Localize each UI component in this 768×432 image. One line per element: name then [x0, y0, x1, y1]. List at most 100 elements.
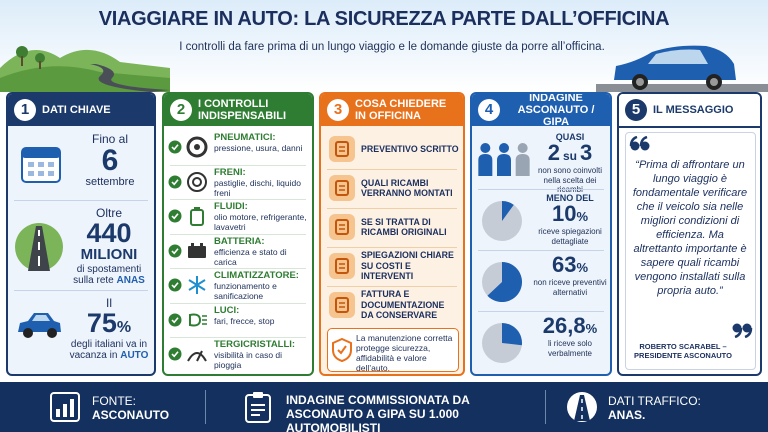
separator	[170, 199, 306, 200]
panel-number: 1	[14, 99, 36, 121]
car-illustration	[596, 45, 768, 92]
clipboard-icon	[245, 392, 271, 423]
road-icon	[567, 392, 597, 422]
panel-title: INDAGINE ASCONAUTO / GIPA	[517, 92, 595, 128]
separator	[170, 268, 306, 269]
check-icon	[168, 313, 182, 326]
car-icon	[18, 313, 61, 338]
survey-figure: 63%	[532, 254, 608, 276]
quote-text: “Prima di affrontare un lungo viaggio è …	[632, 159, 748, 297]
panel-header: 4 INDAGINE ASCONAUTO / GIPA	[472, 92, 610, 128]
survey-prefix: QUASI	[555, 132, 585, 142]
person-body	[515, 154, 530, 176]
pie-slice	[502, 323, 522, 346]
check-item: TERGICRISTALLI: visibilità in caso di pio…	[214, 339, 310, 370]
key-item: Il 75% degli italiani va in vacanza in A…	[66, 296, 152, 361]
survey-text: li riceve solo verbalmente	[547, 339, 593, 358]
question-text: PREVENTIVO SCRITTO	[361, 143, 459, 154]
check-item-icon	[190, 207, 204, 226]
check-item: PNEUMATICI: pressione, usura, danni	[214, 132, 310, 153]
check-icon	[168, 244, 182, 257]
survey-item: 63% non riceve preventivi alternativi	[532, 254, 608, 297]
question-text: SE SI TRATTA DI RICAMBI ORIGINALI	[361, 216, 447, 238]
person-body	[497, 154, 511, 176]
check-item-icon	[186, 136, 208, 158]
pie-slice	[502, 201, 514, 221]
check-item: LUCI: fari, frecce, stop	[214, 305, 310, 326]
panel-title: COSA CHIEDERE IN OFFICINA	[355, 98, 447, 122]
footer-text: INDAGINE COMMISSIONATA DA ASCONAUTO A GI…	[286, 393, 470, 432]
check-icon	[168, 140, 182, 154]
message-panel: 5 IL MESSAGGIO “Prima di affrontare un l…	[617, 92, 762, 376]
footer-label: DATI TRAFFICO:	[608, 394, 701, 408]
panel-title: IL MESSAGGIO	[653, 104, 734, 116]
check-icon	[168, 278, 182, 292]
item-after: settembre	[85, 176, 135, 188]
check-item: BATTERIA: efficienza e stato di carica	[214, 236, 310, 267]
item-value: 440	[86, 218, 132, 248]
panel-title: DATI CHIAVE	[42, 104, 111, 116]
panel-header: 2 I CONTROLLI INDISPENSABILI	[164, 94, 312, 126]
separator	[170, 302, 306, 304]
check-name: BATTERIA:	[214, 235, 265, 247]
item-unit: MILIONI	[80, 246, 138, 263]
check-name: FLUIDI:	[214, 201, 248, 212]
footer-text: ASCONAUTO	[92, 408, 170, 422]
key-item: Oltre 440 MILIONI di spostamenti sulla r…	[66, 206, 152, 286]
item-after: degli italiani va in vacanza in	[69, 339, 148, 361]
footer-item: DATI TRAFFICO: ANAS.	[608, 394, 701, 422]
separator	[170, 337, 306, 338]
separator	[170, 233, 306, 235]
item-value: 75	[86, 308, 117, 338]
check-desc: pastiglie, dischi, liquido freni	[214, 177, 301, 198]
open-quote-mark	[629, 136, 650, 151]
check-desc: funzionamento e sanificazione	[214, 281, 277, 301]
survey-connector: su	[562, 149, 577, 163]
survey-item: QUASI 2 su 3 non sono coinvolti nella scelta…	[532, 132, 608, 195]
footer-label: FONTE:	[92, 394, 136, 408]
survey-prefix: MENO DEL	[546, 193, 594, 203]
item-unit: %	[116, 319, 132, 336]
check-desc: olio motore, refrigerante, lavavetri	[214, 212, 307, 232]
check-item-icon	[187, 171, 207, 192]
separator	[478, 250, 604, 251]
check-name: PNEUMATICI:	[214, 132, 276, 143]
checks-panel: 2 I CONTROLLI INDISPENSABILI PNEUMATICI:…	[162, 92, 314, 376]
survey-value: 63	[551, 252, 577, 277]
check-icon	[168, 347, 182, 361]
survey-value: 10	[551, 201, 577, 226]
check-item-icon	[188, 276, 206, 294]
road-illustration	[0, 46, 170, 92]
survey-panel: 4 INDAGINE ASCONAUTO / GIPA QUASI 2 su 3 non…	[470, 92, 612, 376]
panel-header: 1 DATI CHIAVE	[8, 94, 154, 126]
footer-separator	[205, 390, 206, 424]
separator	[478, 189, 604, 190]
item-before: Il	[106, 296, 112, 310]
survey-figure: 10%	[532, 203, 608, 225]
check-item-icon	[188, 242, 206, 258]
survey-value: 26,8	[542, 313, 586, 338]
shield-icon	[332, 338, 352, 362]
check-desc: pressione, usura, danni	[214, 143, 303, 153]
check-icon	[168, 209, 182, 223]
panel-number: 2	[170, 99, 192, 121]
footer-text: ANAS.	[608, 408, 646, 422]
separator	[327, 208, 457, 209]
survey-item: 26,8% li riceve solo verbalmente	[532, 315, 608, 358]
survey-unit: %	[585, 321, 598, 336]
key-data-panel: 1 DATI CHIAVE Fino al 6 settembre Oltre …	[6, 92, 156, 376]
panel-number: 4	[478, 99, 500, 121]
question-text: FATTURA E DOCUMENTAZIONE DA CONSERVARE	[361, 289, 445, 321]
pie	[482, 262, 522, 302]
footer-item: FONTE: ASCONAUTO	[92, 394, 169, 422]
check-desc: visibilità in caso di pioggia	[214, 350, 283, 370]
check-icon	[168, 175, 182, 188]
question-icon	[329, 253, 355, 279]
road-icon	[15, 223, 63, 271]
survey-unit: %	[576, 209, 589, 224]
item-highlight: ANAS	[116, 275, 145, 286]
note-text: La manutenzione corretta protegge sicure…	[356, 333, 453, 373]
survey-item: MENO DEL 10% riceve spiegazioni dettagliat…	[532, 193, 608, 246]
chart-icon	[50, 392, 80, 422]
item-before: Oltre	[95, 206, 122, 220]
